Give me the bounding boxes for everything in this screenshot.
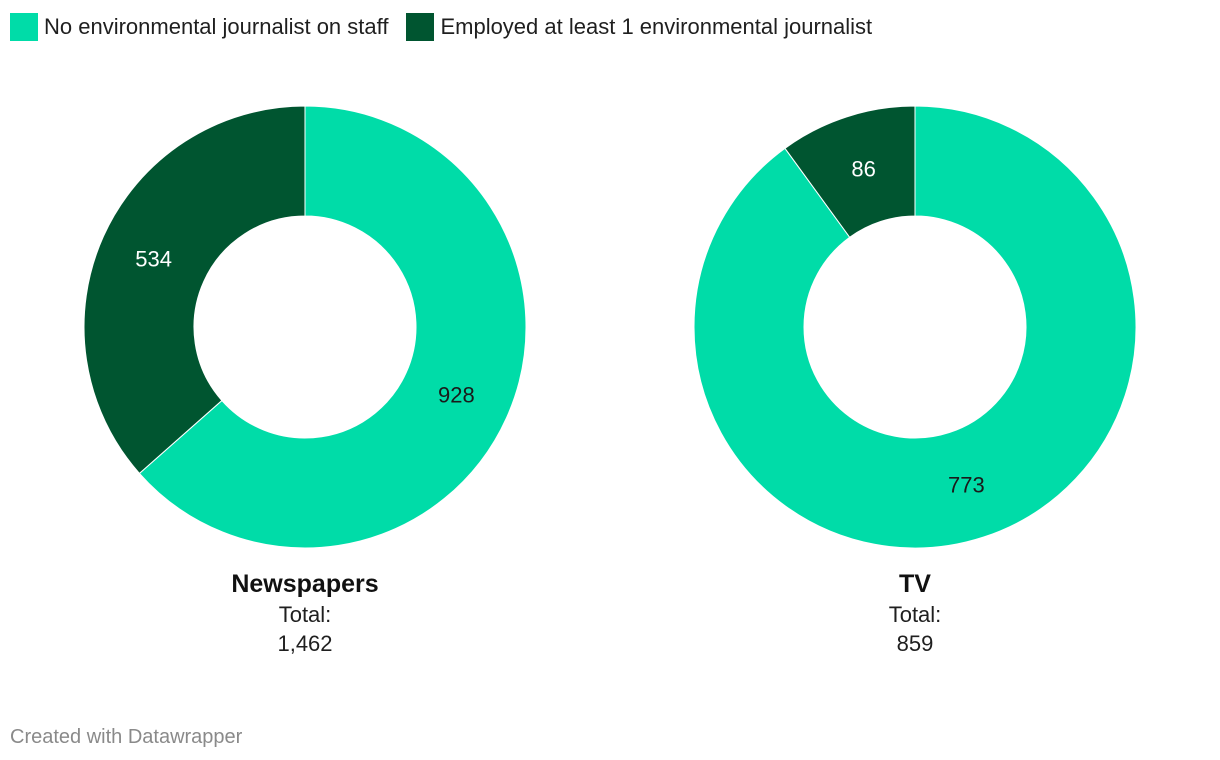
- chart-title-newspapers: Newspapers: [231, 570, 379, 598]
- legend-label-employed-env-journalist: Employed at least 1 environmental journa…: [440, 14, 873, 39]
- chart-total-value-newspapers: 1,462: [277, 631, 333, 656]
- datawrapper-credit[interactable]: Created with Datawrapper: [10, 726, 243, 748]
- legend-swatch-employed-env-journalist: [406, 13, 435, 41]
- chart-total-label-tv: Total:: [888, 602, 942, 627]
- legend-item-employed-env-journalist: Employed at least 1 environmental journa…: [406, 13, 872, 41]
- chart-caption-newspapers: Newspapers Total: 1,462: [155, 568, 455, 658]
- chart-total-label-newspapers: Total:: [278, 602, 332, 627]
- chart-title-tv: TV: [899, 570, 931, 598]
- donut-slice-tv-employed-env-journalist[interactable]: [784, 105, 916, 238]
- legend-item-no-env-journalist: No environmental journalist on staff: [10, 13, 388, 41]
- legend-swatch-no-env-journalist: [10, 13, 38, 41]
- donut-value-label-newspapers-employed-env-journalist: 534: [135, 246, 172, 271]
- chart-total-value-tv: 859: [896, 631, 934, 656]
- chart-legend: No environmental journalist on staff Emp…: [10, 12, 890, 42]
- donut-slice-newspapers-no-env-journalist[interactable]: [138, 105, 527, 549]
- donut-value-label-tv-employed-env-journalist: 86: [851, 157, 875, 182]
- chart-caption-tv: TV Total: 859: [765, 568, 1065, 658]
- donut-value-label-tv-no-env-journalist: 773: [948, 472, 985, 497]
- donut-slice-tv-no-env-journalist[interactable]: [693, 105, 1137, 549]
- legend-label-no-env-journalist: No environmental journalist on staff: [44, 14, 389, 39]
- donut-value-label-newspapers-no-env-journalist: 928: [438, 383, 475, 408]
- donut-slice-newspapers-employed-env-journalist[interactable]: [83, 105, 306, 475]
